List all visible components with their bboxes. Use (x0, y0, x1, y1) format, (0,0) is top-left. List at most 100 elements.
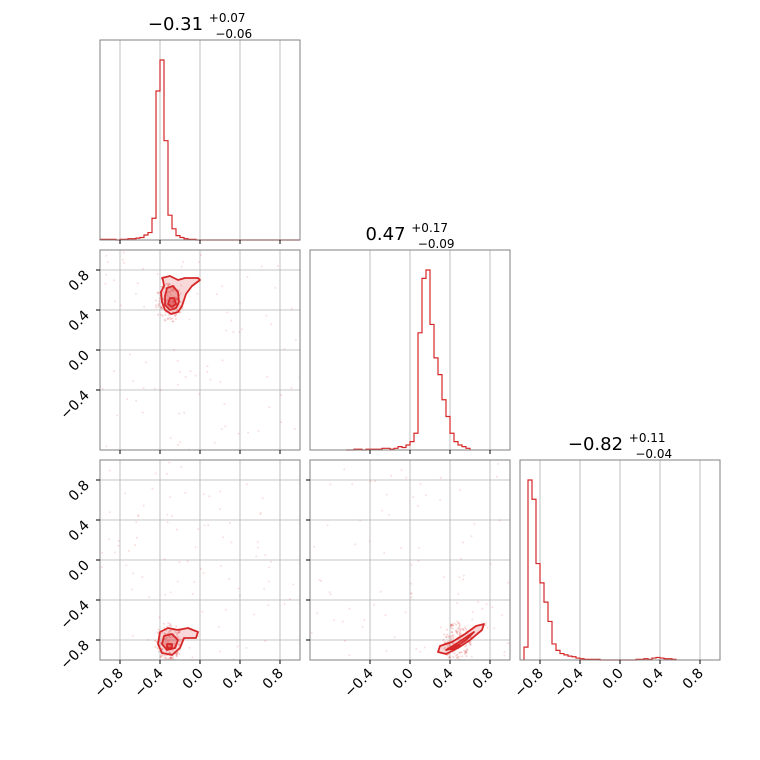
scatter-point (410, 563, 413, 566)
scatter-point (178, 638, 181, 641)
scatter-point (180, 465, 183, 468)
scatter-point (238, 595, 241, 598)
scatter-point (457, 592, 460, 595)
scatter-point (452, 624, 455, 627)
scatter-point (439, 626, 442, 629)
scatter-point (199, 567, 202, 570)
scatter-point (462, 629, 465, 632)
scatter-point (172, 288, 175, 291)
scatter-point (452, 635, 455, 638)
scatter-point (156, 647, 159, 650)
scatter-point (368, 540, 371, 543)
scatter-point (169, 437, 172, 440)
scatter-point (447, 656, 450, 659)
scatter-point (417, 504, 420, 507)
scatter-point (164, 313, 167, 316)
scatter-point (170, 289, 173, 292)
scatter-point (142, 267, 145, 270)
scatter-point (424, 494, 427, 497)
scatter-point (351, 483, 354, 486)
scatter-point (207, 524, 210, 527)
scatter-point (201, 610, 204, 613)
scatter-point (134, 544, 137, 547)
scatter-point (164, 632, 167, 635)
x-tick-label: 0.0 (390, 666, 417, 693)
title-minus: −0.09 (418, 237, 455, 251)
x-tick-label: −0.8 (91, 666, 126, 701)
scatter-point (385, 649, 388, 652)
scatter-point (164, 641, 167, 644)
scatter-point (373, 603, 376, 606)
scatter-point (179, 311, 182, 314)
scatter-point (163, 638, 166, 641)
scatter-point (117, 544, 120, 547)
scatter-point (455, 630, 458, 633)
panel-0-0 (119, 40, 281, 240)
title-median: −0.31 (148, 14, 203, 35)
scatter-point (263, 587, 266, 590)
scatter-point (503, 654, 506, 657)
scatter-point (178, 643, 181, 646)
scatter-point (169, 652, 172, 655)
scatter-point (469, 640, 472, 643)
scatter-point (114, 551, 117, 554)
scatter-point (498, 519, 501, 522)
scatter-point (178, 630, 181, 633)
scatter-point (450, 637, 453, 640)
scatter-point (266, 375, 269, 378)
scatter-point (198, 261, 201, 264)
scatter-point (172, 348, 175, 351)
scatter-point (165, 299, 168, 302)
scatter-point (169, 656, 172, 659)
scatter-point (206, 370, 209, 373)
scatter-point (163, 626, 166, 629)
title-param-2: −0.82 +0.11 −0.04 (568, 426, 672, 461)
scatter-point (166, 282, 169, 285)
scatter-point (160, 654, 163, 657)
scatter-point (274, 286, 277, 289)
scatter-point (167, 290, 170, 293)
x-tick-label: 0.4 (220, 665, 247, 692)
scatter-point (143, 305, 146, 308)
scatter-point (176, 631, 179, 634)
scatter-point (136, 282, 139, 285)
scatter-point (410, 592, 413, 595)
title-param-0: −0.31 +0.07 −0.06 (148, 6, 252, 41)
scatter-point (445, 636, 448, 639)
scatter-point (458, 627, 461, 630)
scatter-point (166, 521, 169, 524)
scatter-point (178, 311, 181, 314)
x-tick-label: 0.4 (430, 665, 457, 692)
scatter-point (191, 592, 194, 595)
scatter-point (101, 387, 104, 390)
scatter-point (171, 289, 174, 292)
scatter-point (177, 643, 180, 646)
scatter-point (348, 654, 351, 657)
scatter-point (135, 536, 138, 539)
scatter-point (142, 504, 145, 507)
scatter-point (458, 625, 461, 628)
scatter-point (361, 625, 364, 628)
scatter-point (465, 643, 468, 646)
y-tick-label: −0.4 (57, 597, 92, 632)
scatter-point (197, 634, 200, 637)
scatter-point (442, 576, 445, 579)
scatter-point (177, 632, 180, 635)
scatter-point (158, 297, 161, 300)
scatter-point (114, 300, 117, 303)
scatter-point (178, 640, 181, 643)
scatter-point (237, 432, 240, 435)
scatter-point (163, 632, 166, 635)
scatter-point (158, 300, 161, 303)
scatter-point (217, 625, 220, 628)
scatter-point (180, 265, 183, 268)
scatter-point (359, 519, 362, 522)
scatter-point (169, 656, 172, 659)
scatter-point (261, 497, 264, 500)
scatter-point (172, 289, 175, 292)
scatter-point (177, 443, 180, 446)
scatter-point (218, 650, 221, 653)
scatter-point (177, 636, 180, 639)
scatter-point (163, 633, 166, 636)
scatter-point (221, 285, 224, 288)
